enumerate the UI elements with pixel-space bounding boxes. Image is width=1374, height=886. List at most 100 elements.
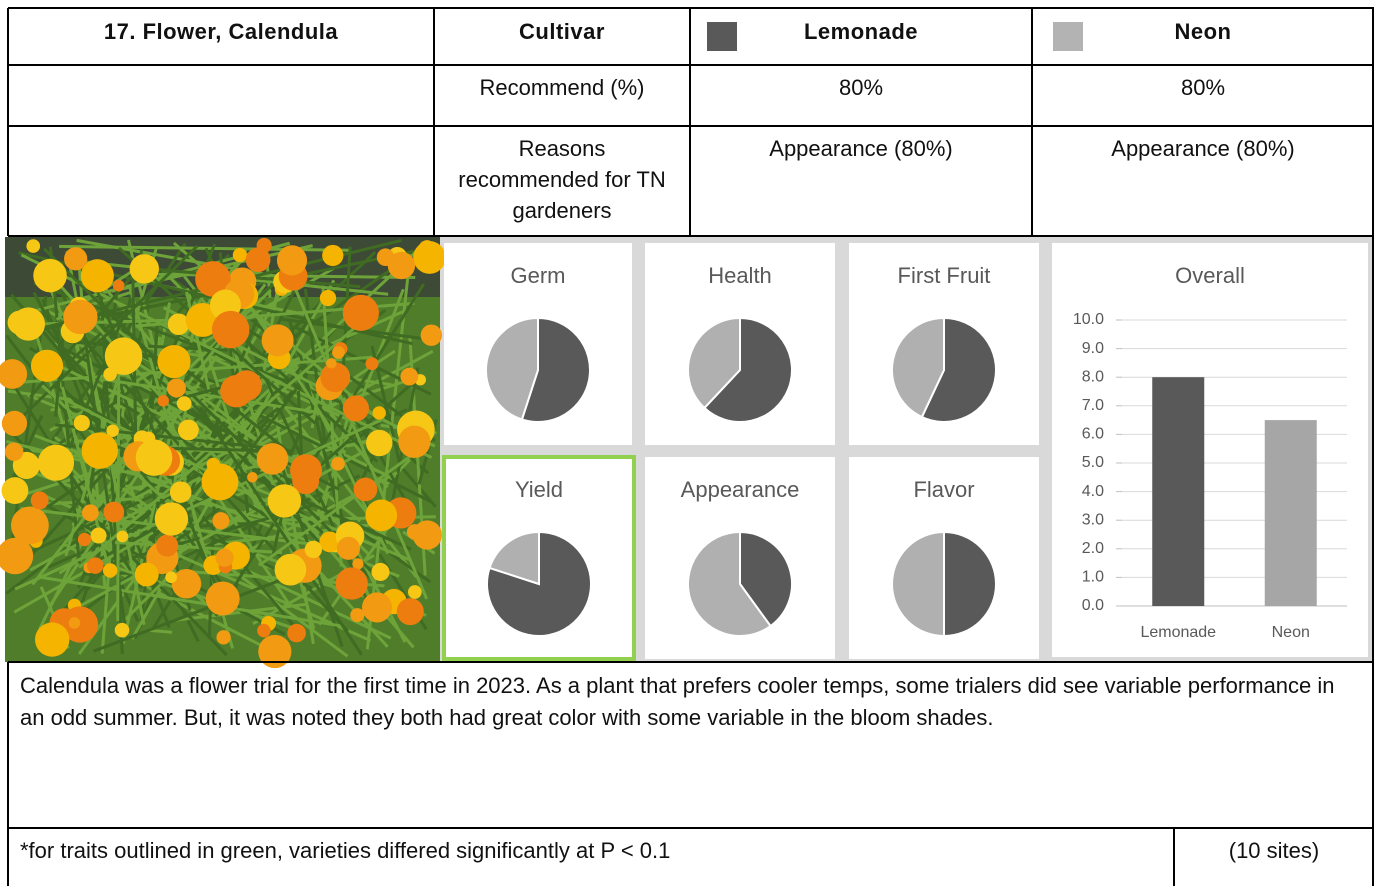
- x-tick-label: Lemonade: [1140, 624, 1216, 641]
- flower: [11, 507, 49, 545]
- flower: [326, 358, 336, 368]
- table-title: 17. Flower, Calendula: [8, 16, 434, 47]
- flower: [157, 395, 169, 407]
- flower: [38, 445, 74, 481]
- flower: [320, 362, 350, 392]
- flower: [220, 375, 252, 407]
- bar: [1265, 420, 1317, 606]
- flower: [257, 238, 272, 253]
- flower: [8, 311, 32, 335]
- flower: [413, 520, 442, 549]
- flower: [167, 378, 186, 397]
- flower: [136, 439, 173, 476]
- flower: [418, 240, 435, 257]
- flower: [157, 345, 190, 378]
- flower: [290, 454, 322, 486]
- flower: [343, 295, 379, 331]
- flower: [135, 563, 159, 587]
- flower: [35, 622, 69, 656]
- flower: [82, 504, 99, 521]
- flower: [33, 259, 66, 292]
- cell-value: 80%: [690, 72, 1032, 103]
- flower: [156, 534, 178, 556]
- flower: [322, 245, 343, 266]
- flower: [91, 528, 107, 544]
- flower: [257, 443, 289, 475]
- flower: [337, 537, 360, 560]
- flower: [262, 324, 294, 356]
- y-tick-label: 6.0: [1082, 426, 1104, 443]
- y-tick-label: 9.0: [1082, 340, 1104, 357]
- flower: [69, 617, 81, 629]
- flower: [305, 541, 322, 558]
- flower: [277, 245, 307, 275]
- flower: [320, 290, 336, 306]
- y-tick-label: 5.0: [1082, 454, 1104, 471]
- cell-value: Appearance (80%): [1032, 133, 1374, 164]
- stem: [118, 354, 119, 621]
- cell-value: Appearance (80%): [690, 133, 1032, 164]
- flower: [362, 592, 392, 622]
- flower: [398, 426, 430, 458]
- chart-title: Appearance: [681, 477, 800, 502]
- y-tick-label: 7.0: [1082, 397, 1104, 414]
- flower: [212, 311, 249, 348]
- flower: [268, 484, 301, 517]
- chart-title: Flavor: [913, 477, 974, 502]
- chart-panel: [1052, 243, 1368, 657]
- flower: [206, 582, 240, 616]
- y-tick-label: 0.0: [1082, 597, 1104, 614]
- flower: [350, 608, 364, 622]
- flower: [165, 571, 177, 583]
- flower: [202, 463, 239, 500]
- flower: [130, 254, 159, 283]
- flower: [113, 280, 125, 292]
- chart-title: Yield: [515, 477, 563, 502]
- flower: [172, 569, 202, 599]
- flower: [78, 533, 91, 546]
- flower: [388, 252, 415, 279]
- flower: [247, 472, 258, 483]
- flower: [400, 368, 418, 386]
- flower: [331, 457, 345, 471]
- flower: [365, 500, 397, 532]
- flower: [105, 337, 143, 375]
- flower: [103, 563, 117, 577]
- flower: [354, 478, 378, 502]
- description: Calendula was a flower trial for the fir…: [20, 670, 1360, 734]
- flower: [216, 630, 230, 644]
- flower: [2, 411, 27, 436]
- flower: [233, 248, 247, 262]
- flower: [371, 563, 389, 581]
- column-header: Cultivar: [434, 16, 690, 47]
- footnote: *for traits outlined in green, varieties…: [20, 838, 670, 864]
- flower: [103, 502, 124, 523]
- flower: [178, 420, 199, 441]
- flower: [287, 624, 306, 643]
- flower: [275, 554, 307, 586]
- y-tick-label: 2.0: [1082, 540, 1104, 557]
- flower: [336, 567, 368, 599]
- flower: [365, 357, 378, 370]
- page: Germ Health First Fruit Yield Appearance Flav…: [0, 0, 1374, 886]
- flower: [216, 549, 234, 567]
- flower: [155, 502, 188, 535]
- flower: [26, 239, 40, 253]
- flower: [63, 300, 97, 334]
- flower: [421, 324, 442, 345]
- flower: [397, 598, 424, 625]
- y-tick-label: 8.0: [1082, 368, 1104, 385]
- flower: [117, 531, 129, 543]
- row-label: Reasons recommended for TN gardeners: [434, 133, 690, 226]
- chart-title: Health: [708, 263, 772, 288]
- chart-title: First Fruit: [898, 263, 991, 288]
- chart-title: Germ: [511, 263, 566, 288]
- flower: [212, 512, 229, 529]
- row-label: Recommend (%): [434, 72, 690, 103]
- site-count: (10 sites): [1174, 838, 1374, 864]
- y-tick-label: 4.0: [1082, 483, 1104, 500]
- flower: [343, 395, 369, 421]
- cell-value: 80%: [1032, 72, 1374, 103]
- flower: [31, 350, 63, 382]
- flower: [258, 635, 291, 668]
